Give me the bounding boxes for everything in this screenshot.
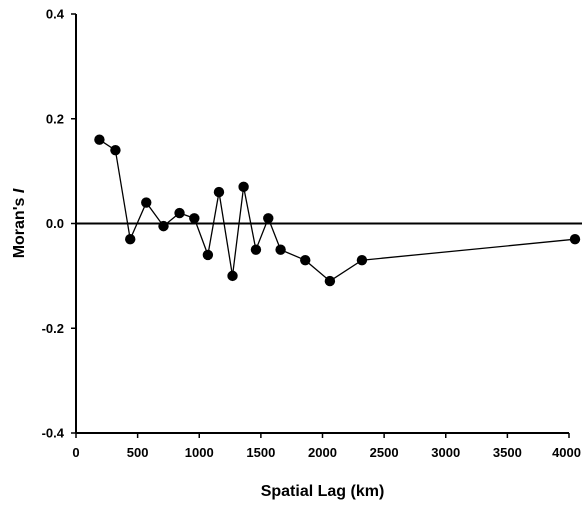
y-axis: -0.4 -0.2 0.0 0.2 0.4 — [42, 7, 77, 441]
data-point — [213, 186, 225, 198]
data-point — [141, 197, 152, 208]
data-point — [569, 234, 581, 245]
data-point — [158, 220, 169, 232]
x-axis: 0 500 1000 1500 2000 2500 3000 3500 4000 — [72, 432, 581, 460]
y-tick-label: 0.0 — [46, 216, 64, 231]
y-axis-title-symbol: I — [11, 188, 28, 193]
series-layer — [94, 134, 581, 287]
x-tick-label: 2500 — [370, 445, 399, 460]
data-point — [227, 270, 238, 282]
data-point — [174, 207, 185, 219]
data-point — [356, 254, 368, 266]
data-point — [300, 254, 311, 266]
y-tick-label: 0.2 — [46, 111, 64, 126]
x-tick-label: 1000 — [185, 445, 214, 460]
data-point — [263, 213, 274, 224]
data-point — [125, 234, 136, 245]
series-line — [99, 139, 576, 282]
data-point — [189, 213, 200, 224]
data-point — [324, 275, 336, 287]
y-tick-label: -0.4 — [42, 426, 65, 441]
x-axis-title: Spatial Lag (km) — [261, 483, 385, 500]
data-point — [250, 244, 262, 255]
data-point — [202, 249, 214, 261]
data-point — [238, 181, 249, 193]
x-tick-label: 1500 — [246, 445, 275, 460]
x-tick-label: 4000 — [552, 445, 581, 460]
x-tick-label: 500 — [127, 445, 149, 460]
x-tick-label: 0 — [72, 445, 79, 460]
x-tick-label: 2000 — [308, 445, 337, 460]
x-tick-label: 3500 — [493, 445, 522, 460]
data-point — [275, 244, 286, 255]
y-tick-label: 0.4 — [46, 7, 65, 22]
data-point — [110, 144, 121, 156]
y-tick-label: -0.2 — [42, 321, 64, 336]
y-axis-title-prefix: Moran's — [11, 193, 28, 258]
x-tick-label: 3000 — [431, 445, 460, 460]
y-axis-title: Moran's I — [11, 188, 28, 258]
data-point — [94, 134, 105, 145]
